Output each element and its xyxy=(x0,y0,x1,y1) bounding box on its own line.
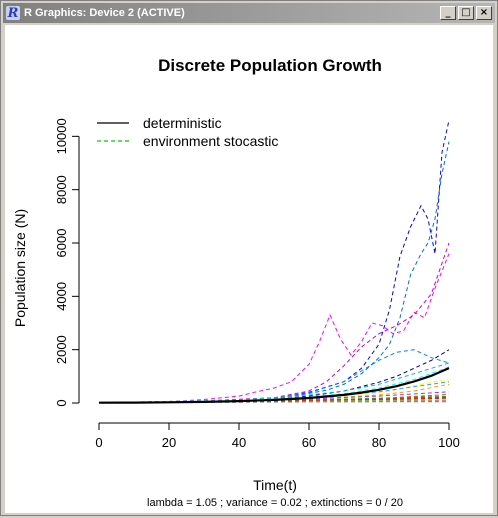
plot-canvas: Discrete Population Growth Time(t) lambd… xyxy=(5,25,493,513)
chart-title: Discrete Population Growth xyxy=(158,56,382,75)
stochastic-series-line xyxy=(98,120,450,404)
series-layer xyxy=(98,120,450,404)
x-tick-label: 100 xyxy=(438,435,460,450)
x-tick-label: 40 xyxy=(232,435,246,450)
deterministic-series-line xyxy=(98,367,450,404)
y-tick-label: 0 xyxy=(54,399,69,406)
maximize-button[interactable]: □ xyxy=(458,6,474,20)
title-bar[interactable]: R R Graphics: Device 2 (ACTIVE) _ □ × xyxy=(3,3,495,23)
legend-label: deterministic xyxy=(143,115,222,131)
y-tick-label: 8000 xyxy=(54,175,69,204)
y-tick-label: 2000 xyxy=(54,335,69,364)
y-axis-label: Population size (N) xyxy=(12,209,28,327)
stochastic-series-line xyxy=(98,362,450,404)
y-tick-label: 10000 xyxy=(54,118,69,154)
x-axis-label: Time(t) xyxy=(253,477,297,493)
x-tick-label: 20 xyxy=(162,435,176,450)
y-tick-label: 6000 xyxy=(54,229,69,258)
r-logo-icon: R xyxy=(6,5,20,21)
chart-subtitle: lambda = 1.05 ; variance = 0.02 ; extinc… xyxy=(147,497,403,509)
window-title: R Graphics: Device 2 (ACTIVE) xyxy=(24,7,185,19)
legend: deterministic environment stocastic xyxy=(97,115,278,149)
y-tick-label: 4000 xyxy=(54,282,69,311)
minimize-button[interactable]: _ xyxy=(440,6,456,20)
x-tick-label: 80 xyxy=(372,435,386,450)
stochastic-series-line xyxy=(98,349,450,404)
axes-layer: 0 20 40 60 80 100 0 2000 4000 6000 8000 10000 xyxy=(54,118,460,450)
stochastic-series-line xyxy=(98,242,450,404)
stochastic-series-line xyxy=(98,253,450,404)
close-button[interactable]: × xyxy=(476,6,492,20)
x-tick-label: 0 xyxy=(95,435,102,450)
x-tick-label: 60 xyxy=(302,435,316,450)
legend-label: environment stocastic xyxy=(143,133,278,149)
population-chart: Discrete Population Growth Time(t) lambd… xyxy=(12,56,460,509)
